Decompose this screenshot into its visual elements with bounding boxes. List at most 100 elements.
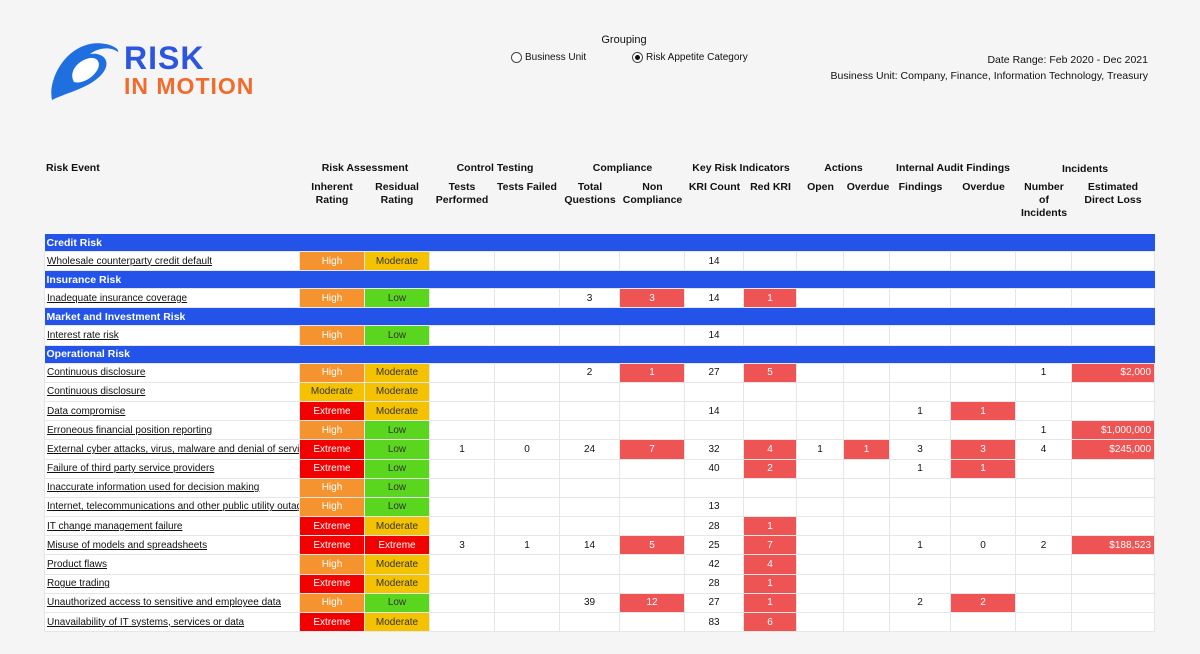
tests-performed-cell [429, 420, 495, 441]
radio-selected-icon[interactable] [632, 52, 643, 63]
risk-event-link[interactable]: Misuse of models and spreadsheets [47, 539, 208, 551]
risk-event-link[interactable]: Interest rate risk [47, 329, 119, 341]
actions-overdue-cell [843, 477, 890, 498]
risk-event-link[interactable]: Internet, telecommunications and other p… [47, 501, 300, 513]
risk-event-link[interactable]: Failure of third party service providers [47, 463, 215, 475]
risk-event-link[interactable]: External cyber attacks, virus, malware a… [47, 443, 300, 455]
non-compliance-cell [619, 611, 685, 633]
incidents-cell [1015, 477, 1072, 498]
category-label: Market and Investment Risk [44, 307, 1155, 326]
logo-line2: IN MOTION [124, 73, 255, 99]
incidents-cell [1015, 400, 1072, 422]
kri-count-cell: 25 [684, 535, 744, 556]
table-row: Inaccurate information used for decision… [44, 477, 1156, 498]
logo: RISK IN MOTION [44, 40, 284, 104]
risk-event-cell: Data compromise [44, 400, 300, 422]
risk-event-link[interactable]: IT change management failure [47, 520, 183, 532]
audit-overdue-cell [950, 516, 1016, 537]
audit-overdue-cell [950, 573, 1016, 594]
actions-open-cell [796, 362, 844, 383]
radio-unselected-icon[interactable] [511, 52, 522, 63]
risk-event-cell: External cyber attacks, virus, malware a… [44, 439, 300, 460]
direct-loss-cell [1070, 554, 1156, 575]
inherent-rating-cell: High [299, 477, 365, 498]
risk-event-link[interactable]: Data compromise [47, 405, 126, 417]
actions-open-cell [796, 381, 844, 402]
red-kri-cell: 1 [743, 592, 797, 614]
risk-event-cell: Internet, telecommunications and other p… [44, 496, 300, 518]
residual-rating-cell: Low [364, 496, 430, 518]
inherent-rating-cell: Extreme [299, 516, 365, 537]
incidents-cell [1015, 611, 1072, 633]
header-group-audit: Internal Audit Findings [896, 162, 1010, 174]
audit-findings-cell: 1 [889, 400, 951, 422]
radio-risk-appetite-category[interactable]: Risk Appetite Category [632, 52, 748, 63]
actions-overdue-cell [843, 516, 890, 537]
risk-event-link[interactable]: Rogue trading [47, 578, 110, 590]
actions-overdue-cell [843, 611, 890, 633]
non-compliance-cell [619, 381, 685, 402]
header-group-compliance: Compliance [592, 162, 653, 174]
actions-overdue-cell [843, 288, 890, 309]
inherent-rating-cell: High [299, 288, 365, 309]
risk-event-link[interactable]: Product flaws [47, 559, 108, 571]
audit-overdue-cell [950, 288, 1016, 309]
incidents-cell: 1 [1015, 362, 1072, 383]
risk-event-link[interactable]: Continuous disclosure [47, 386, 146, 398]
direct-loss-cell [1070, 458, 1156, 479]
actions-open-cell [796, 611, 844, 633]
risk-event-link[interactable]: Unavailability of IT systems, services o… [47, 616, 245, 628]
audit-overdue-cell [950, 496, 1016, 518]
tests-performed-cell [429, 554, 495, 575]
actions-open-cell [796, 477, 844, 498]
kri-count-cell: 32 [684, 439, 744, 460]
total-questions-cell [559, 611, 620, 633]
risk-event-cell: Continuous disclosure [44, 362, 300, 383]
business-unit-filter: Business Unit: Company, Finance, Informa… [830, 70, 1149, 82]
header-number-of-incidents: Number of Incidents [1020, 181, 1068, 219]
risk-event-link[interactable]: Erroneous financial position reporting [47, 424, 213, 436]
tests-performed-cell [429, 400, 495, 422]
audit-overdue-cell [950, 325, 1016, 346]
tests-failed-cell: 1 [494, 535, 560, 556]
radio-business-unit[interactable]: Business Unit [511, 52, 586, 63]
direct-loss-cell: $2,000 [1070, 362, 1156, 383]
incidents-cell [1015, 592, 1072, 614]
total-questions-cell: 24 [559, 439, 620, 460]
category-row: Insurance Risk [44, 270, 1155, 289]
header-non-compliance: Non Compliance [622, 181, 683, 206]
kri-count-cell: 14 [684, 325, 744, 346]
header-actions-overdue: Overdue [846, 181, 890, 193]
tests-failed-cell [494, 496, 560, 518]
audit-findings-cell [889, 420, 951, 441]
direct-loss-cell: $1,000,000 [1070, 420, 1156, 441]
red-kri-cell: 1 [743, 288, 797, 309]
actions-overdue-cell [843, 496, 890, 518]
tests-performed-cell [429, 496, 495, 518]
risk-event-link[interactable]: Continuous disclosure [47, 367, 146, 379]
risk-event-link[interactable]: Wholesale counterparty credit default [47, 255, 213, 267]
table-row: Misuse of models and spreadsheets Extreme… [44, 535, 1156, 556]
risk-event-link[interactable]: Unauthorized access to sensitive and emp… [47, 597, 282, 609]
tests-failed-cell [494, 250, 560, 272]
header-group-incidents: Incidents [1061, 163, 1109, 175]
risk-event-link[interactable]: Inaccurate information used for decision… [47, 482, 260, 494]
tests-performed-cell: 3 [429, 535, 495, 556]
red-kri-cell [743, 250, 797, 272]
kri-count-cell: 42 [684, 554, 744, 575]
logo-swirl-icon [51, 43, 119, 100]
risk-event-link[interactable]: Inadequate insurance coverage [47, 292, 188, 304]
non-compliance-cell [619, 400, 685, 422]
tests-performed-cell [429, 477, 495, 498]
red-kri-cell [743, 420, 797, 441]
non-compliance-cell: 7 [619, 439, 685, 460]
tests-failed-cell [494, 400, 560, 422]
total-questions-cell [559, 420, 620, 441]
category-row: Credit Risk [44, 234, 1155, 252]
table-row: Unauthorized access to sensitive and emp… [44, 592, 1156, 614]
non-compliance-cell [619, 573, 685, 594]
header-residual-rating: Residual Rating [375, 181, 419, 206]
audit-findings-cell [889, 362, 951, 383]
audit-findings-cell [889, 250, 951, 272]
red-kri-cell: 1 [743, 573, 797, 594]
